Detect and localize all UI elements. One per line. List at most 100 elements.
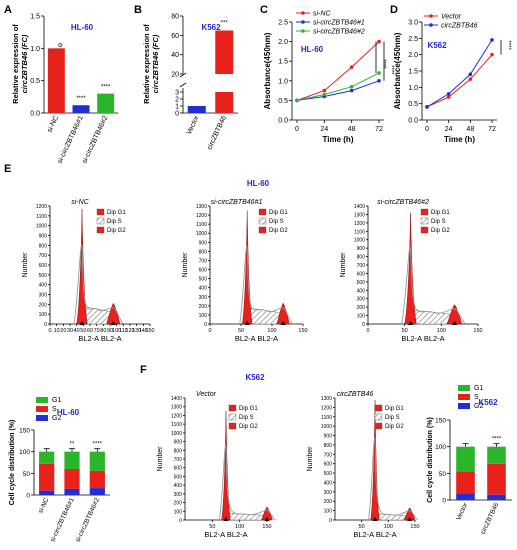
chart-f-hist-1-legend-label: Dip G2: [239, 424, 258, 430]
chart-f-hist-2-y-tick-label: 500: [324, 471, 333, 477]
chart-c-x-tick-label: 72: [375, 126, 383, 133]
chart-d-legend-marker: [429, 14, 433, 18]
chart-d-y-tick-label: 0.0: [408, 118, 418, 125]
chart-e-hist-3-x-tick-label: 50: [402, 328, 408, 334]
chart-e-bar-x-tick-label: si-NC: [37, 497, 50, 515]
chart-d-legend-marker: [429, 23, 433, 27]
chart-e-hist-3-legend-label: Dip G2: [431, 228, 450, 234]
chart-e-hist-2-legend-label: Dip G2: [269, 228, 288, 234]
chart-f-hist-1-x-tick-label: 100: [235, 524, 244, 530]
chart-c-ylabel: Absorbance(450nm): [263, 32, 272, 109]
chart-f-hist-2-y-tick-label: 700: [324, 452, 333, 458]
chart-c-series-line: [296, 80, 380, 101]
chart-f-hist-2-trace: [368, 437, 418, 521]
chart-b-y-tick-label: 60: [171, 33, 179, 40]
chart-f-hist-2-y-tick-label: 1200: [321, 405, 332, 411]
chart-f-title: K562: [245, 373, 265, 382]
chart-c-legend-marker: [301, 11, 305, 15]
chart-e-bar-segment: [39, 490, 55, 495]
chart-e-hist-1-y-tick-label: 600: [39, 263, 48, 269]
chart-e-bar-segment: [64, 488, 80, 495]
chart-f-bar-legend-swatch: [458, 385, 470, 391]
chart-e-hist-1-x-tick-label: 110: [119, 328, 128, 334]
chart-e-hist-3-y-tick-label: 700: [357, 263, 366, 269]
chart-e-title: HL-60: [247, 179, 270, 188]
chart-c-y-tick-label: 0.5: [278, 98, 288, 105]
chart-e-hist-1-x-tick-label: 90: [107, 328, 113, 334]
chart-b-x-tick-label: Vector: [186, 114, 201, 136]
chart-f-hist-2-y-tick-label: 400: [324, 480, 333, 486]
chart-e-hist-1-y-tick-label: 400: [39, 283, 48, 289]
chart-a-point: [58, 43, 63, 48]
chart-d-series-line: [426, 54, 493, 108]
chart-c-y-tick-label: 2.5: [278, 20, 288, 27]
chart-f-bar-legend-swatch: [458, 403, 470, 409]
panel-letter-e: E: [4, 163, 11, 175]
chart-e-hist-3-xlabel: BL2-A BL2-A: [401, 334, 444, 343]
chart-b-y-tick-label: 40: [171, 52, 179, 59]
chart-c-significance: ****: [380, 59, 386, 69]
chart-d-point: [490, 52, 494, 57]
chart-f-hist-1-ylabel: Number: [157, 446, 164, 472]
chart-c-legend-label: si-circZBTB46#2: [313, 29, 365, 36]
chart-e-bar-segment: [89, 488, 105, 495]
chart-e-hist-1-y-tick-label: 200: [39, 302, 48, 308]
chart-f-hist-2-legend-swatch: [374, 404, 383, 412]
chart-e-bar-title: HL-60: [57, 408, 80, 417]
chart-f-hist-1-y-tick-label: 400: [174, 483, 183, 489]
chart-b-bar: [215, 30, 234, 74]
chart-e-hist-3-g2-peak: [446, 304, 463, 325]
chart-e-hist-1-x-tick-label: 150: [145, 328, 154, 334]
chart-e-hist-3-y-tick-label: 200: [357, 305, 366, 311]
chart-e-hist-1-x-tick-label: 100: [112, 328, 121, 334]
chart-e-hist-3-x-tick-label: 150: [473, 328, 482, 334]
chart-f-bar-x-tick-label: Vector: [455, 501, 469, 521]
chart-f-hist-2-y-tick-label: 100: [324, 509, 333, 515]
chart-f-bar-ylabel: Cell cycle distribution (%): [427, 417, 434, 503]
chart-b-ylabel-1: Relative expression of: [142, 24, 151, 104]
chart-e-bar-segment: [39, 451, 55, 464]
chart-e-hist-2-legend-swatch: [258, 208, 267, 216]
chart-e-hist-1-x-tick-label: 10: [54, 328, 60, 334]
chart-f-hist-2-sample-label: circZBTB46: [337, 391, 374, 398]
chart-a-x-tick-label: si-circZBTB46#2: [81, 115, 109, 165]
chart-f-hist-2-y-tick-label: 1100: [321, 415, 332, 421]
chart-d-x-tick-label: 72: [488, 126, 496, 133]
chart-e-hist-2-legend-label: Dip S: [269, 219, 284, 225]
chart-a-significance: ****: [101, 85, 111, 91]
chart-f-hist-2-xlabel: BL2-A BL2-A: [353, 530, 396, 539]
chart-b-y-tick-label: 0: [175, 111, 179, 118]
chart-c-point: [377, 71, 381, 75]
chart-e-hist-1-sample-label: si-NC: [71, 199, 89, 206]
chart-e-hist-2-y-tick-label: 600: [199, 268, 208, 274]
chart-a-y-tick-label: 0.5: [30, 78, 40, 85]
chart-d-x-tick-label: 48: [466, 126, 474, 133]
chart-e-hist-3-legend-swatch: [420, 208, 429, 216]
chart-d-x-tick-label: 0: [425, 126, 429, 133]
chart-e-hist-1-y-tick-label: 300: [39, 293, 48, 299]
chart-e-bar-x-tick-label: si-circZBTB46#1: [49, 497, 76, 544]
chart-f-hist-1-peak-marker: [264, 517, 270, 521]
chart-c-legend-label: si-circZBTB46#1: [313, 20, 365, 27]
chart-d-series-line: [426, 39, 493, 108]
chart-e-hist-3-ylabel: Number: [340, 252, 347, 278]
chart-e-hist-2-xlabel: BL2-A BL2-A: [235, 334, 278, 343]
chart-d-significance: ****: [505, 41, 511, 51]
chart-e-hist-3-y-tick-label: 400: [357, 288, 366, 294]
chart-f-hist-2-ylabel: Number: [307, 446, 314, 472]
chart-f-bar-y-tick-label: 150: [435, 418, 446, 425]
chart-e-bar-segment: [89, 451, 105, 471]
chart-e-hist-3-y-tick-label: 1400: [354, 204, 365, 210]
chart-e-hist-3-legend-label: Dip S: [431, 219, 446, 225]
chart-f-hist-2-legend-label: Dip G1: [385, 406, 404, 412]
chart-f-bar-title: K562: [478, 398, 498, 407]
chart-b-y-tick-label: 3: [175, 90, 179, 97]
chart-e-bar-segment: [64, 469, 80, 489]
chart-d-title: K562: [427, 41, 447, 50]
chart-f-bar-x-tick-label: circZBTB46: [480, 502, 501, 536]
chart-e-hist-1-xlabel: BL2-A BL2-A: [78, 334, 121, 343]
chart-e-hist-2-y-tick-label: 500: [199, 277, 208, 283]
chart-e-hist-1-peak-marker: [110, 321, 116, 325]
panel-letter-d: D: [390, 4, 398, 16]
